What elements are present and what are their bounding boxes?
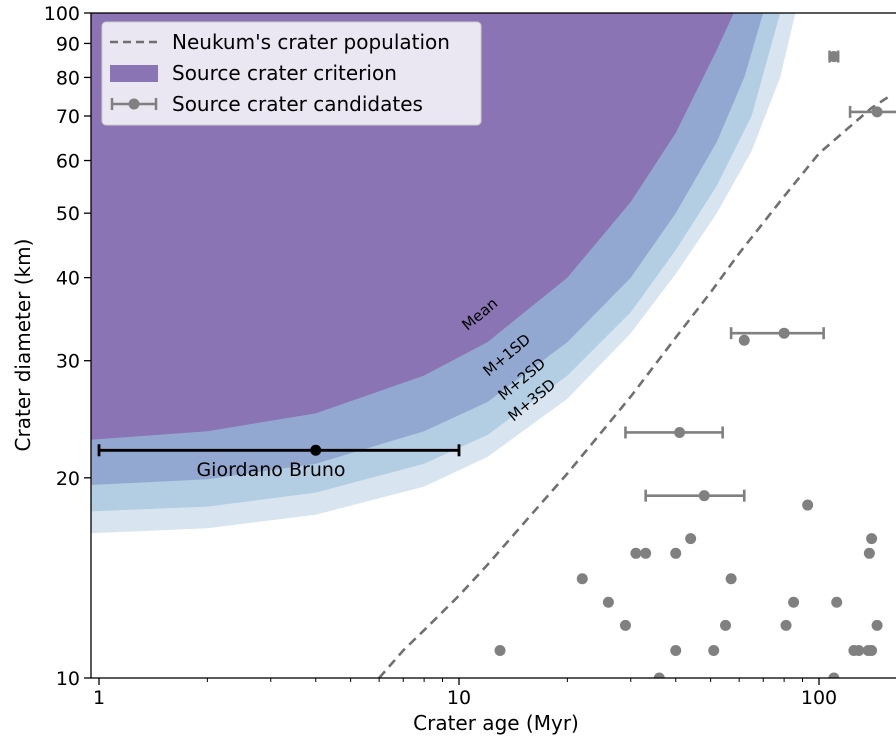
y-tick-label-5: 50 [56,203,80,225]
plot-frame [90,12,896,679]
crater-point-2 [802,499,814,511]
giordano-bruno-label: Giordano Bruno [196,459,345,481]
crater-point-24 [866,644,878,656]
y-tick-label-10: 100 [44,3,80,25]
crater-point-16 [780,619,792,631]
y-axis-label: Crater diameter (km) [11,239,35,452]
x-axis-label: Crater age (Myr) [413,711,579,735]
legend: Neukum's crater population Source crater… [101,21,482,126]
neukum-curve [378,93,894,678]
crater-point-13 [831,596,843,608]
crater-point-14 [619,619,631,631]
y-tick-label-9: 90 [56,33,80,55]
crater-point-3 [685,533,697,545]
candidate-marker-1 [828,51,840,63]
x-tick-label-1: 1 [93,687,105,709]
candidate-marker-2 [871,106,883,118]
crater-point-17 [871,619,883,631]
crater-point-9 [576,573,588,585]
legend-criterion-swatch [110,65,158,82]
legend-candidate-label: Source crater candidates [172,92,423,116]
candidate-errorbars [624,50,896,502]
crater-point-15 [720,619,732,631]
legend-neukum-label: Neukum's crater population [172,30,450,54]
crater-point-19 [670,644,682,656]
legend-candidate-marker [128,98,140,110]
crater-point-1 [738,334,750,346]
y-tick-label-3: 30 [56,351,80,373]
candidate-marker-4 [674,426,686,438]
crater-point-26 [828,672,840,678]
x-axis: 1 10 100 [93,678,837,709]
y-tick-label-1: 10 [56,668,80,690]
crater-point-8 [863,547,875,559]
crater-point-6 [640,547,652,559]
legend-criterion-label: Source crater criterion [172,61,397,85]
crater-point-25 [653,672,665,678]
neukum-line [378,93,894,678]
gb-marker [310,444,322,456]
y-tick-label-7: 70 [56,106,80,128]
crater-point-5 [630,547,642,559]
crater-point-22 [853,644,865,656]
crater-point-11 [602,596,614,608]
x-tick-label-2: 10 [447,687,471,709]
candidate-marker-3 [778,327,790,339]
candidate-marker-5 [698,490,710,502]
y-tick-label-6: 60 [56,151,80,173]
y-tick-label-8: 80 [56,67,80,89]
crater-point-10 [725,573,737,585]
crater-point-7 [670,547,682,559]
crater-point-18 [494,644,506,656]
y-tick-label-2: 20 [56,468,80,490]
crater-points [494,334,883,678]
x-tick-label-3: 100 [801,687,837,709]
legend-box [101,21,482,126]
crater-point-12 [788,596,800,608]
crater-point-20 [708,644,720,656]
giordano-bruno-errorbar [97,444,461,457]
y-tick-label-4: 40 [56,268,80,290]
y-axis: 10 20 30 40 50 60 70 80 90 100 [44,3,91,690]
crater-point-4 [866,533,878,545]
